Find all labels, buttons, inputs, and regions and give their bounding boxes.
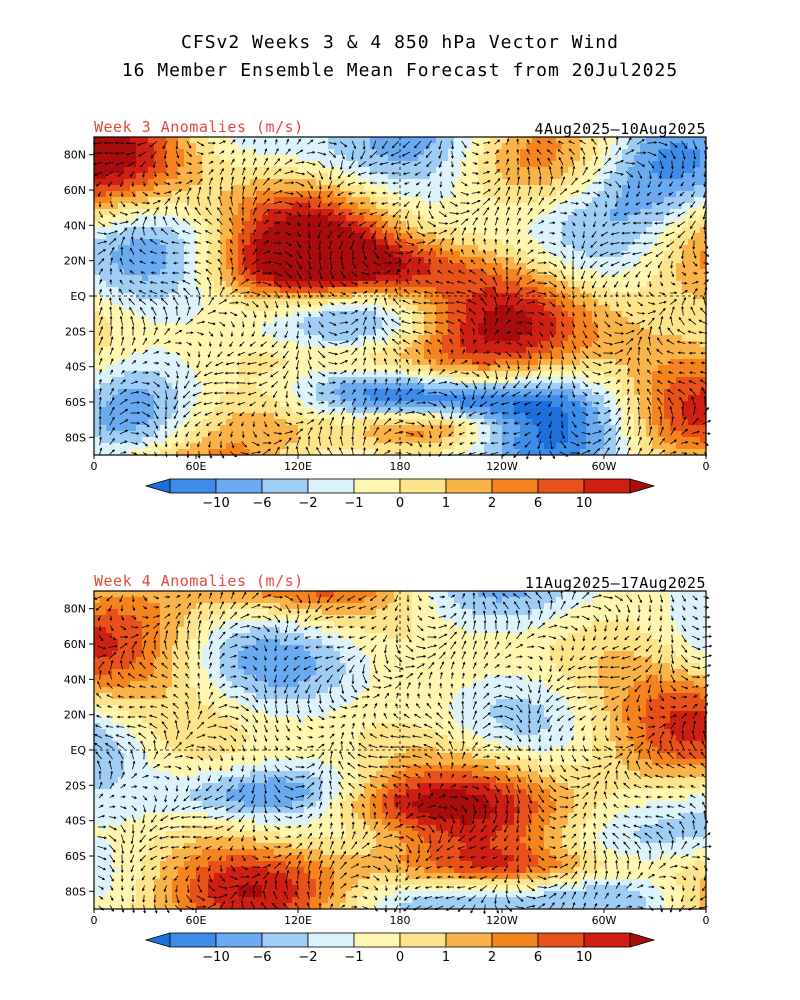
colorbar-low-arrow [144,932,171,948]
colorbar-swatch [399,932,447,948]
colorbar-swatch [215,932,263,948]
colorbar-tick-label: 0 [396,496,404,511]
colorbar-swatch [261,932,309,948]
lon-tick-label: 0 [703,460,710,473]
lat-tick-label: 20S [65,779,86,792]
title-line-1: CFSv2 Weeks 3 & 4 850 hPa Vector Wind [181,32,619,53]
colorbar-swatch [445,932,493,948]
colorbar-tick-label: −2 [298,950,317,965]
colorbar-tick-label: 2 [488,950,496,965]
lon-tick-label: 180 [390,914,411,927]
lat-tick-label: 60N [64,638,86,651]
lon-tick-label: 0 [91,460,98,473]
anomaly-map-panel-1: 80N 60N 40N 20N EQ 20S 40S 60S 80S 0 60E 120E 180 120… [64,136,712,473]
colorbar-tick-label: −10 [202,496,229,511]
colorbar-low-arrow [144,478,171,494]
colorbar-tick-label: −6 [252,950,271,965]
lon-tick-label: 60W [592,914,617,927]
lon-tick-label: 120E [284,460,312,473]
lat-tick-label: 40S [65,815,86,828]
lat-tick-label: EQ [70,290,86,303]
colorbar-tick-label: −6 [252,496,271,511]
wind-vectors-2 [94,589,713,915]
colorbar-tick-label: 2 [488,496,496,511]
lon-tick-label: 60W [592,460,617,473]
lat-tick-label: 60S [65,850,86,863]
colorbar-high-arrow [629,478,656,494]
lon-tick-label: 60E [186,914,207,927]
colorbar-swatch [491,478,539,494]
colorbar-tick-label: 0 [396,950,404,965]
panel2-label: Week 4 Anomalies (m/s) [94,572,304,590]
colorbar-swatch [353,932,401,948]
lat-tick-label: 40N [64,673,86,686]
lat-tick-label: 80N [64,603,86,616]
anomaly-map-panel-2: 80N 60N 40N 20N EQ 20S 40S 60S 80S 0 60E 120E 180 120… [64,589,713,927]
colorbar-swatch [169,932,217,948]
lon-tick-label: 180 [390,460,411,473]
colorbar-swatch [583,932,631,948]
colorbar-swatch [399,478,447,494]
colorbar-tick-label: 6 [534,496,542,511]
colorbar-tick-label: 1 [442,496,450,511]
colorbar-high-arrow [629,932,656,948]
panel1-label: Week 3 Anomalies (m/s) [94,118,304,136]
colorbar-2: −10 −6 −2 −1 0 1 2 6 10 [144,932,656,965]
panel1-dates: 4Aug2025—10Aug2025 [534,120,706,138]
lat-tick-label: 20N [64,255,86,268]
colorbar-swatch [353,478,401,494]
colorbar-swatch [215,478,263,494]
lat-tick-label: 80S [65,885,86,898]
lat-tick-label: 20N [64,709,86,722]
colorbar-tick-label: 10 [576,950,593,965]
colorbar-tick-label: −10 [202,950,229,965]
lat-tick-label: 40S [65,361,86,374]
colorbar-swatch [169,478,217,494]
colorbar-tick-label: 1 [442,950,450,965]
panel2-dates: 11Aug2025—17Aug2025 [524,574,706,592]
lat-tick-label: 20S [65,325,86,338]
lat-tick-label: 40N [64,219,86,232]
colorbar-tick-label: −2 [298,496,317,511]
colorbar-swatch [307,478,355,494]
lon-tick-label: 60E [186,460,207,473]
colorbar-swatch [583,478,631,494]
lat-tick-label: 60S [65,396,86,409]
lat-tick-label: 80N [64,149,86,162]
lat-tick-label: 80S [65,431,86,444]
lon-tick-label: 120W [486,460,518,473]
colorbar-swatch [307,932,355,948]
colorbar-tick-label: −1 [344,496,363,511]
lon-tick-label: 0 [91,914,98,927]
colorbar-tick-label: −1 [344,950,363,965]
colorbar-swatch [537,478,585,494]
wind-vectors-1 [92,136,712,461]
colorbar-swatch [537,932,585,948]
colorbar-swatch [445,478,493,494]
colorbar-1: −10 −6 −2 −1 0 1 2 6 10 [144,478,656,511]
lon-tick-label: 0 [703,914,710,927]
colorbar-tick-label: 6 [534,950,542,965]
lat-tick-label: EQ [70,744,86,757]
title-line-2: 16 Member Ensemble Mean Forecast from 20… [121,60,679,81]
colorbar-tick-label: 10 [576,496,593,511]
lon-tick-label: 120W [486,914,518,927]
colorbar-swatch [491,932,539,948]
colorbar-swatch [261,478,309,494]
lon-tick-label: 120E [284,914,312,927]
lat-tick-label: 60N [64,184,86,197]
